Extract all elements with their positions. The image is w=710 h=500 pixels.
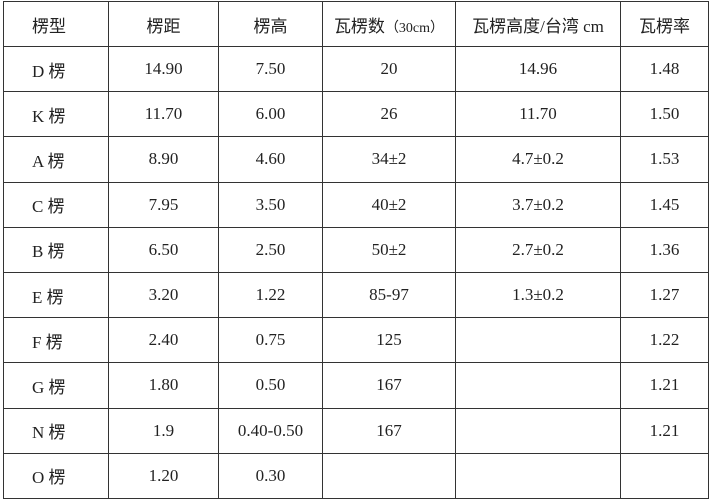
- cell-flute-count: 167: [322, 407, 456, 454]
- table-row: E 楞 3.20 1.22 85-97 1.3±0.2 1.27: [3, 271, 709, 319]
- cell-flute-count: 34±2: [322, 136, 456, 183]
- cell-taiwan-height: [455, 452, 621, 500]
- cell-flute-count: 85-97: [322, 271, 456, 319]
- header-take-up-ratio: 瓦楞率: [620, 1, 709, 47]
- table-row: N 楞 1.9 0.40-0.50 167 1.21: [3, 407, 709, 454]
- cell-flute-type: E 楞: [3, 271, 109, 319]
- cell-flute-type: A 楞: [3, 136, 109, 183]
- cell-take-up-ratio: 1.53: [620, 136, 709, 183]
- cell-taiwan-height: [455, 317, 621, 364]
- cell-flute-type: N 楞: [3, 407, 109, 454]
- cell-take-up-ratio: 1.45: [620, 181, 709, 228]
- cell-flute-type: B 楞: [3, 226, 109, 273]
- header-flute-count-label: 瓦楞数: [333, 16, 385, 36]
- cell-flute-type: K 楞: [3, 91, 109, 138]
- cell-height: 0.30: [218, 452, 323, 500]
- cell-flute-type: G 楞: [3, 362, 109, 409]
- header-flute-count: 瓦楞数（30cm）: [322, 1, 456, 47]
- cell-pitch: 7.95: [108, 181, 219, 228]
- header-pitch: 楞距: [108, 1, 219, 47]
- cell-height: 2.50: [218, 226, 323, 273]
- cell-pitch: 11.70: [108, 91, 219, 138]
- cell-flute-count: 20: [322, 45, 456, 93]
- cell-flute-count: 40±2: [322, 181, 456, 228]
- table-row: O 楞 1.20 0.30: [3, 452, 709, 500]
- cell-take-up-ratio: 1.48: [620, 45, 709, 93]
- cell-flute-type: O 楞: [3, 452, 109, 500]
- cell-take-up-ratio: 1.21: [620, 362, 709, 409]
- table-row: K 楞 11.70 6.00 26 11.70 1.50: [3, 91, 709, 138]
- cell-take-up-ratio: 1.27: [620, 271, 709, 319]
- cell-taiwan-height: 1.3±0.2: [455, 271, 621, 319]
- table-row: B 楞 6.50 2.50 50±2 2.7±0.2 1.36: [3, 226, 709, 273]
- cell-pitch: 1.80: [108, 362, 219, 409]
- cell-flute-type: F 楞: [3, 317, 109, 364]
- cell-take-up-ratio: 1.21: [620, 407, 709, 454]
- cell-pitch: 2.40: [108, 317, 219, 364]
- cell-height: 1.22: [218, 271, 323, 319]
- cell-take-up-ratio: [620, 452, 709, 500]
- cell-pitch: 6.50: [108, 226, 219, 273]
- cell-height: 0.75: [218, 317, 323, 364]
- cell-pitch: 1.20: [108, 452, 219, 500]
- cell-taiwan-height: 14.96: [455, 45, 621, 93]
- table-row: F 楞 2.40 0.75 125 1.22: [3, 317, 709, 364]
- header-flute-count-unit: （30cm）: [384, 20, 445, 36]
- cell-take-up-ratio: 1.22: [620, 317, 709, 364]
- cell-pitch: 1.9: [108, 407, 219, 454]
- cell-flute-count: [322, 452, 456, 500]
- cell-height: 3.50: [218, 181, 323, 228]
- table-row: D 楞 14.90 7.50 20 14.96 1.48: [3, 45, 709, 93]
- header-row: 楞型 楞距 楞高 瓦楞数（30cm） 瓦楞高度/台湾 cm 瓦楞率: [3, 1, 709, 47]
- cell-taiwan-height: 11.70: [455, 91, 621, 138]
- table-row: C 楞 7.95 3.50 40±2 3.7±0.2 1.45: [3, 181, 709, 228]
- cell-flute-count: 125: [322, 317, 456, 364]
- cell-pitch: 14.90: [108, 45, 219, 93]
- cell-taiwan-height: 4.7±0.2: [455, 136, 621, 183]
- cell-flute-type: C 楞: [3, 181, 109, 228]
- cell-height: 4.60: [218, 136, 323, 183]
- header-flute-type: 楞型: [3, 1, 109, 47]
- cell-height: 7.50: [218, 45, 323, 93]
- cell-height: 0.50: [218, 362, 323, 409]
- cell-flute-count: 26: [322, 91, 456, 138]
- cell-height: 6.00: [218, 91, 323, 138]
- cell-height: 0.40-0.50: [218, 407, 323, 454]
- table-row: G 楞 1.80 0.50 167 1.21: [3, 362, 709, 409]
- cell-taiwan-height: [455, 362, 621, 409]
- cell-pitch: 8.90: [108, 136, 219, 183]
- cell-taiwan-height: 2.7±0.2: [455, 226, 621, 273]
- cell-pitch: 3.20: [108, 271, 219, 319]
- flute-spec-table: 楞型 楞距 楞高 瓦楞数（30cm） 瓦楞高度/台湾 cm 瓦楞率 D 楞 14.…: [3, 1, 709, 500]
- cell-take-up-ratio: 1.50: [620, 91, 709, 138]
- cell-flute-count: 167: [322, 362, 456, 409]
- header-taiwan-height: 瓦楞高度/台湾 cm: [455, 1, 621, 47]
- cell-flute-count: 50±2: [322, 226, 456, 273]
- cell-flute-type: D 楞: [3, 45, 109, 93]
- header-height: 楞高: [218, 1, 323, 47]
- table-row: A 楞 8.90 4.60 34±2 4.7±0.2 1.53: [3, 136, 709, 183]
- cell-take-up-ratio: 1.36: [620, 226, 709, 273]
- cell-taiwan-height: [455, 407, 621, 454]
- cell-taiwan-height: 3.7±0.2: [455, 181, 621, 228]
